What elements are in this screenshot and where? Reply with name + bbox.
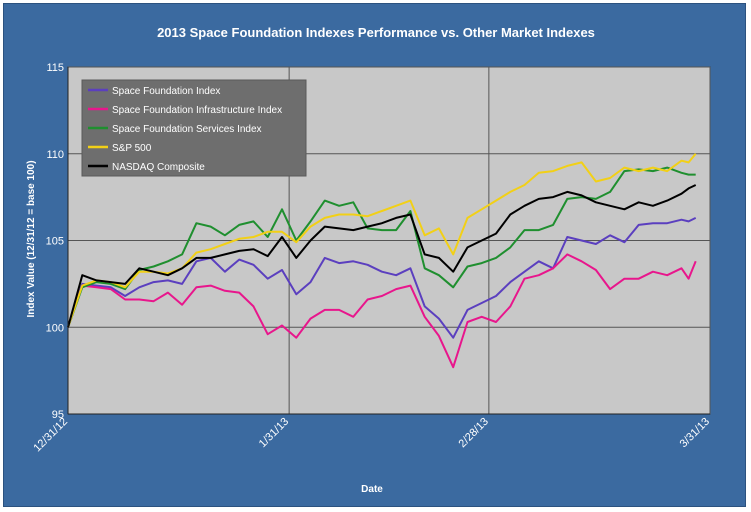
y-tick-label-110: 110 xyxy=(46,149,64,161)
legend: Space Foundation Index Space Foundation I… xyxy=(81,79,307,177)
x-tick-label-0: 12/31/12 xyxy=(31,416,70,455)
series-lines xyxy=(67,153,697,369)
series-line-2 xyxy=(67,166,696,328)
series-line-4 xyxy=(67,184,697,328)
chart-frame: 2013 Space Foundation Indexes Performanc… xyxy=(3,3,746,507)
legend-label-2: Space Foundation Services Index xyxy=(112,124,262,135)
legend-label-3: S&P 500 xyxy=(112,143,152,154)
y-tick-label-105: 105 xyxy=(46,236,64,248)
chart-title: 2013 Space Foundation Indexes Performanc… xyxy=(157,25,595,40)
y-axis-label: Index Value (12/31/12 = base 100) xyxy=(26,160,37,317)
y-tick-label-100: 100 xyxy=(46,322,64,334)
y-tick-label-115: 115 xyxy=(46,62,64,74)
axes xyxy=(67,67,710,415)
x-tick-label-3: 3/31/13 xyxy=(678,416,712,450)
line-chart: 2013 Space Foundation Indexes Performanc… xyxy=(26,25,712,495)
legend-label-0: Space Foundation Index xyxy=(112,86,220,97)
legend-box xyxy=(81,79,307,177)
legend-label-1: Space Foundation Infrastructure Index xyxy=(112,105,282,116)
y-tick-label-95: 95 xyxy=(52,409,64,421)
series-line-0 xyxy=(67,217,697,339)
legend-label-4: NASDAQ Composite xyxy=(112,162,205,173)
x-axis-label: Date xyxy=(361,484,383,495)
x-tick-label-1: 1/31/13 xyxy=(257,416,291,450)
x-tick-label-2: 2/28/13 xyxy=(457,416,491,450)
series-line-1 xyxy=(67,253,697,369)
